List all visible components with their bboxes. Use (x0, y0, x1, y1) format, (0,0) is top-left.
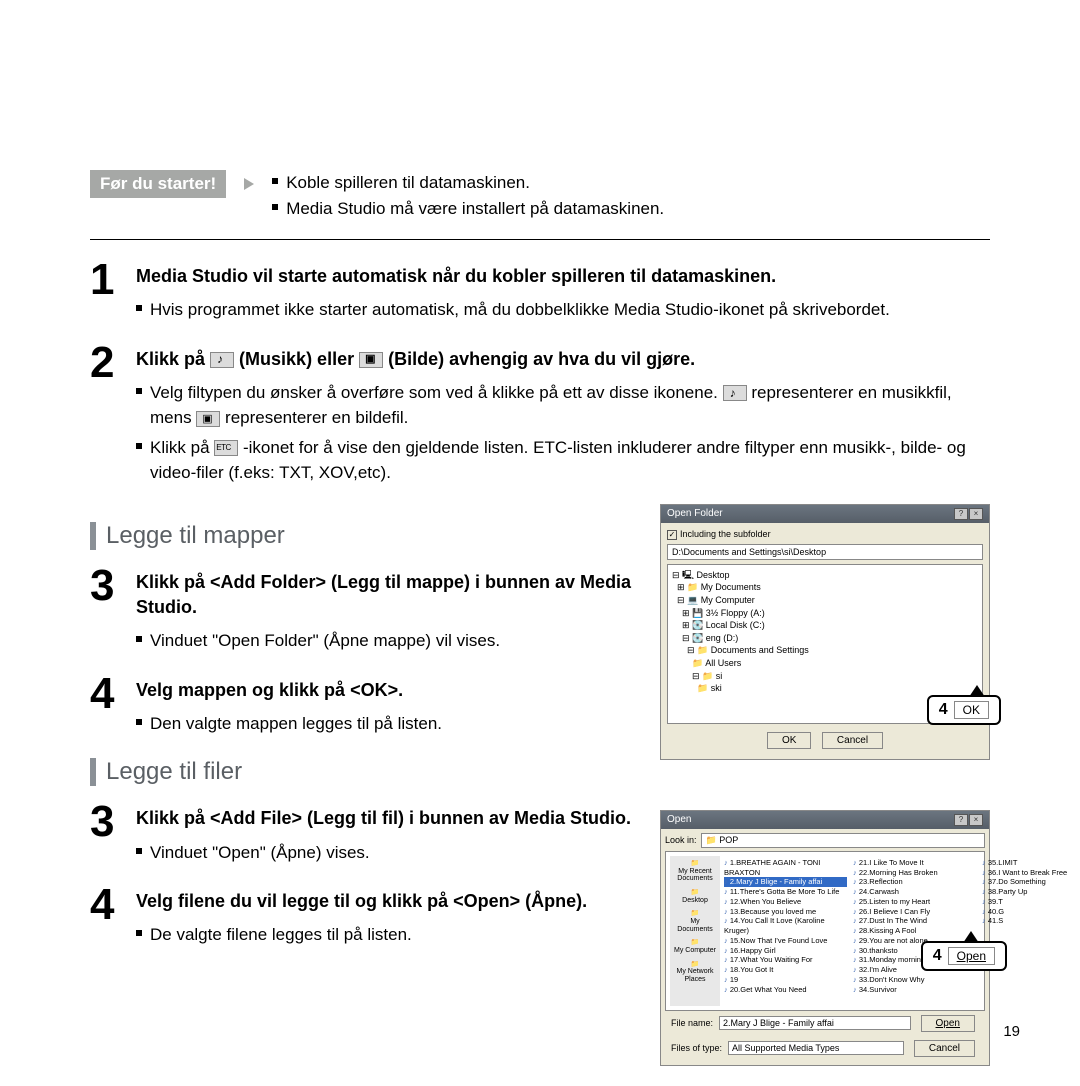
picture-icon (359, 352, 383, 368)
before-item: Koble spilleren til datamaskinen. (286, 170, 530, 196)
bullet-icon (272, 204, 278, 210)
open-file-dialog: Open ?× Look in: 📁 POP 📁My Recent Docume… (660, 810, 990, 1066)
step-sub: Den valgte mappen legges til på listen. (150, 711, 442, 737)
dialog-title: Open Folder (667, 508, 723, 520)
callout-ok: OK (954, 701, 989, 719)
before-start-row: Før du starter! Koble spilleren til data… (90, 170, 990, 221)
include-subfolder[interactable]: ✓Including the subfolder (667, 529, 983, 540)
bullet-icon (136, 719, 142, 725)
music-icon (210, 352, 234, 368)
callout-open: Open (948, 947, 995, 965)
step-sub: Velg filtypen du ønsker å overføre som v… (150, 380, 990, 431)
divider (90, 239, 990, 240)
callout-4-ok: 4 OK (927, 695, 1001, 725)
step-title: Media Studio vil starte automatisk når d… (136, 264, 990, 289)
music-icon (723, 385, 747, 401)
titlebar-buttons[interactable]: ?× (953, 508, 983, 520)
step-number: 4 (90, 672, 120, 716)
path-field[interactable]: D:\Documents and Settings\si\Desktop (667, 544, 983, 560)
picture-icon (196, 411, 220, 427)
step-title: Klikk på (Musikk) eller (Bilde) avhengig… (136, 347, 990, 372)
open-folder-dialog: Open Folder ?× ✓Including the subfolder … (660, 504, 990, 760)
open-button[interactable]: Open (921, 1015, 975, 1032)
step-4a: 4 Velg mappen og klikk på <OK>. Den valg… (90, 672, 640, 741)
bullet-icon (136, 443, 142, 449)
filetype-field[interactable] (728, 1041, 904, 1055)
file-list[interactable]: 1.BREATHE AGAIN - TONI BRAXTON2.Mary J B… (720, 856, 980, 1006)
filetype-label: Files of type: (671, 1043, 722, 1053)
cancel-button[interactable]: Cancel (914, 1040, 975, 1057)
step-3a: 3 Klikk på <Add Folder> (Legg til mappe)… (90, 564, 640, 658)
step-sub: Vinduet "Open" (Åpne) vises. (150, 840, 370, 866)
before-item: Media Studio må være installert på datam… (286, 196, 664, 222)
ok-button[interactable]: OK (767, 732, 811, 749)
dialog-title: Open (667, 814, 691, 826)
step-title: Velg mappen og klikk på <OK>. (136, 678, 640, 703)
lookin-field[interactable]: 📁 POP (701, 833, 985, 848)
bullet-icon (136, 305, 142, 311)
places-sidebar[interactable]: 📁My Recent Documents📁Desktop📁My Document… (670, 856, 720, 1006)
step-sub: De valgte filene legges til på listen. (150, 922, 412, 948)
step-number: 4 (90, 883, 120, 927)
step-title: Klikk på <Add File> (Legg til fil) i bun… (136, 806, 640, 831)
bullet-icon (272, 178, 278, 184)
etc-icon (214, 440, 238, 456)
step-sub: Klikk på -ikonet for å vise den gjeldend… (150, 435, 990, 486)
bullet-icon (136, 930, 142, 936)
bullet-icon (136, 636, 142, 642)
before-start-label: Før du starter! (90, 170, 226, 198)
step-3b: 3 Klikk på <Add File> (Legg til fil) i b… (90, 800, 640, 869)
bullet-icon (136, 388, 142, 394)
before-start-list: Koble spilleren til datamaskinen. Media … (272, 170, 664, 221)
cancel-button[interactable]: Cancel (822, 732, 883, 749)
titlebar: Open ?× (661, 811, 989, 829)
callout-num: 4 (933, 947, 942, 965)
filename-field[interactable] (719, 1016, 911, 1030)
arrow-icon (244, 178, 254, 190)
callout-4-open: 4 Open (921, 941, 1007, 971)
step-title: Klikk på <Add Folder> (Legg til mappe) i… (136, 570, 640, 620)
bullet-icon (136, 848, 142, 854)
step-number: 1 (90, 258, 120, 302)
step-1: 1 Media Studio vil starte automatisk når… (90, 258, 990, 327)
filename-label: File name: (671, 1018, 713, 1028)
step-number: 2 (90, 341, 120, 385)
titlebar: Open Folder ?× (661, 505, 989, 523)
lookin-label: Look in: (665, 835, 697, 845)
step-number: 3 (90, 564, 120, 608)
titlebar-buttons[interactable]: ?× (953, 814, 983, 826)
step-4b: 4 Velg filene du vil legge til og klikk … (90, 883, 640, 952)
step-number: 3 (90, 800, 120, 844)
step-title: Velg filene du vil legge til og klikk på… (136, 889, 640, 914)
callout-num: 4 (939, 701, 948, 719)
section-files: Legge til filer (90, 758, 640, 786)
step-2: 2 Klikk på (Musikk) eller (Bilde) avheng… (90, 341, 990, 490)
section-folders: Legge til mapper (90, 522, 640, 550)
step-sub: Vinduet "Open Folder" (Åpne mappe) vil v… (150, 628, 500, 654)
page-number: 19 (1003, 1023, 1020, 1040)
step-sub: Hvis programmet ikke starter automatisk,… (150, 297, 890, 323)
